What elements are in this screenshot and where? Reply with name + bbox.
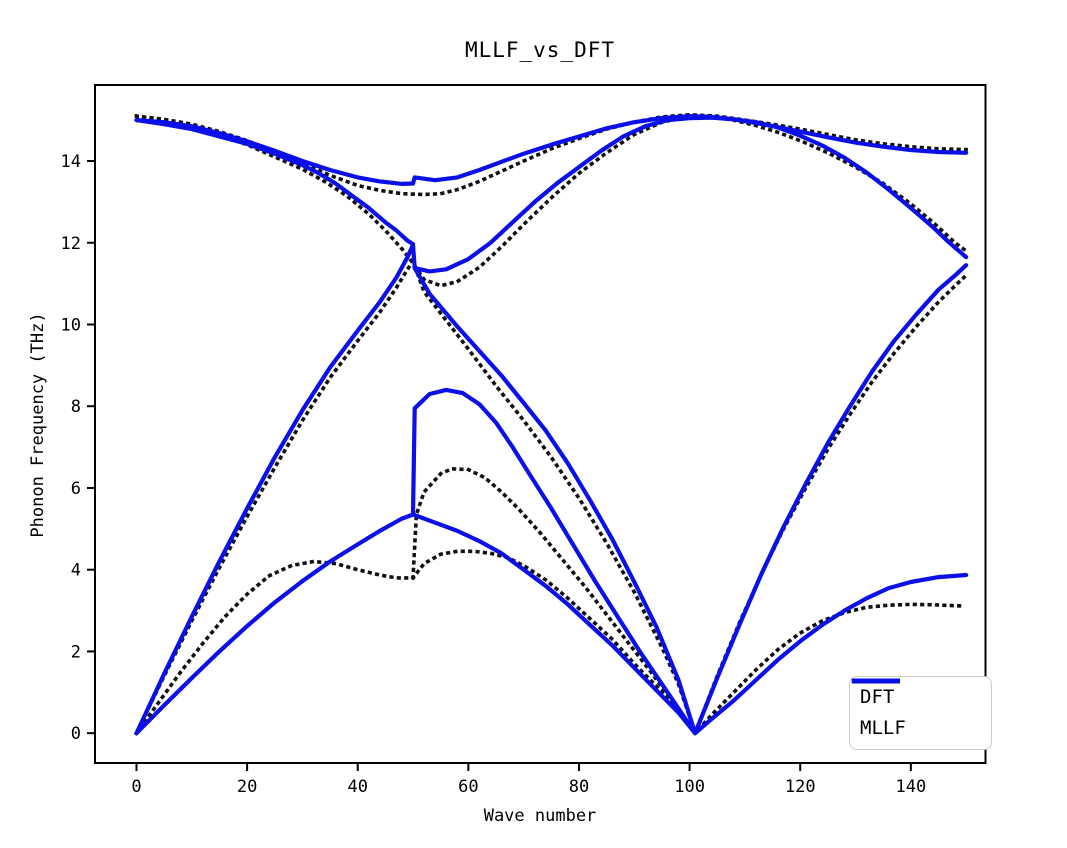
dft-band-line bbox=[410, 549, 968, 736]
x-axis-label: Wave number bbox=[483, 806, 597, 826]
y-tick-label: 6 bbox=[71, 479, 81, 499]
y-tick-label: 8 bbox=[71, 397, 81, 417]
mllf-band-line bbox=[134, 117, 416, 247]
x-tick-label: 40 bbox=[347, 777, 367, 797]
chart-title: MLLF_vs_DFT bbox=[464, 38, 616, 62]
axes-spines bbox=[94, 84, 987, 764]
legend-entry-mllf: MLLF bbox=[852, 678, 981, 744]
legend-label-mllf: MLLF bbox=[860, 717, 906, 740]
y-tick-label: 10 bbox=[61, 315, 81, 335]
x-tick-label: 0 bbox=[131, 777, 141, 797]
mllf-band-line bbox=[134, 242, 969, 736]
legend-label-dft: DFT bbox=[860, 685, 895, 708]
mllf-band-line bbox=[410, 512, 969, 736]
dft-band-line bbox=[134, 113, 968, 197]
dft-band-line bbox=[133, 466, 698, 736]
legend-entry-dft: DFT bbox=[851, 678, 981, 712]
dft-band-line bbox=[134, 259, 969, 736]
y-tick-label: 2 bbox=[71, 642, 81, 662]
y-tick-label: 4 bbox=[71, 561, 81, 581]
x-tick-label: 20 bbox=[237, 777, 257, 797]
x-tick-label: 140 bbox=[895, 777, 926, 797]
mllf-band-line bbox=[134, 113, 969, 186]
y-tick-label: 12 bbox=[61, 234, 81, 254]
mllf-solid-swatch-icon bbox=[852, 678, 900, 684]
x-tick-label: 100 bbox=[674, 777, 705, 797]
legend: DFT MLLF bbox=[849, 676, 992, 750]
x-tick-label: 80 bbox=[569, 777, 589, 797]
x-tick-label: 60 bbox=[458, 777, 478, 797]
y-tick-label: 14 bbox=[61, 152, 81, 172]
mllf-band-line bbox=[134, 387, 698, 736]
x-tick-label: 120 bbox=[785, 777, 816, 797]
y-tick-label: 0 bbox=[71, 724, 81, 744]
y-axis-label: Phonon Frequency (THz) bbox=[28, 312, 48, 538]
